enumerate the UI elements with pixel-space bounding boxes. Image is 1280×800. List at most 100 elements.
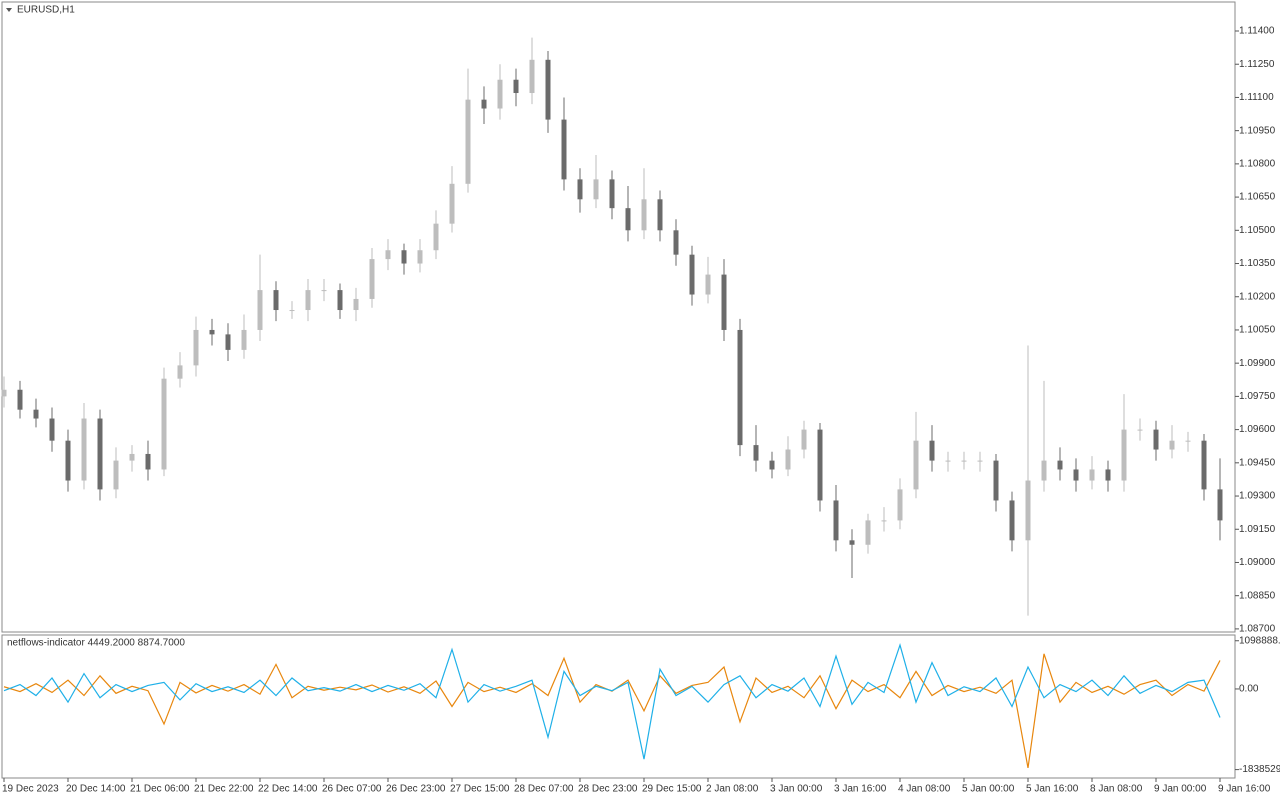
candle-body <box>705 274 711 295</box>
candle-body <box>1185 440 1191 442</box>
x-tick-label: 21 Dec 22:00 <box>194 784 254 795</box>
candle-body <box>177 365 183 379</box>
candle-body <box>305 290 311 311</box>
candle-body <box>609 179 615 209</box>
x-tick-label: 28 Dec 07:00 <box>514 784 574 795</box>
candle-body <box>529 59 535 94</box>
candle-body <box>1025 480 1031 541</box>
candle-body <box>81 418 87 481</box>
candle-body <box>849 540 855 545</box>
candle-body <box>977 460 983 462</box>
candle-body <box>1153 429 1159 450</box>
candle-body <box>961 460 967 462</box>
candle-body <box>993 460 999 501</box>
candle-body <box>337 290 343 311</box>
x-tick-label: 28 Dec 23:00 <box>578 784 638 795</box>
indicator-title: netflows-indicator 4449.2000 8874.7000 <box>7 638 185 649</box>
indicator-panel <box>1 634 1236 779</box>
y-tick-label: 1.09450 <box>1239 457 1276 468</box>
y-tick-label: 1.09150 <box>1239 524 1276 535</box>
candle-body <box>881 520 887 522</box>
candle-body <box>353 298 359 311</box>
candle-body <box>417 250 423 264</box>
candle-body <box>33 409 39 419</box>
candle-body <box>113 460 119 490</box>
candle-body <box>209 329 215 335</box>
x-tick-label: 8 Jan 08:00 <box>1090 784 1143 795</box>
candle-body <box>721 274 727 330</box>
x-tick-label: 9 Jan 16:00 <box>1218 784 1271 795</box>
x-tick-label: 29 Dec 15:00 <box>642 784 702 795</box>
candle-body <box>785 449 791 470</box>
candle-body <box>145 453 151 470</box>
candle-body <box>401 250 407 264</box>
candle-body <box>593 179 599 200</box>
candle-body <box>1057 460 1063 470</box>
candle-body <box>1137 429 1143 431</box>
y-tick-label: 1.09000 <box>1239 557 1276 568</box>
candle-body <box>65 440 71 481</box>
y-tick-label: -1838529.0 <box>1239 764 1280 775</box>
candle-body <box>241 329 247 350</box>
candle-body <box>385 250 391 260</box>
x-tick-label: 5 Jan 00:00 <box>962 784 1015 795</box>
candle-body <box>865 520 871 545</box>
candle-body <box>1041 460 1047 481</box>
candle-body <box>1089 469 1095 481</box>
candle-body <box>673 230 679 255</box>
y-tick-label: 1098888.2 <box>1239 635 1280 646</box>
candle-body <box>769 460 775 470</box>
candle-body <box>753 445 759 461</box>
candle-body <box>225 334 231 350</box>
x-tick-label: 26 Dec 23:00 <box>386 784 446 795</box>
y-tick-label: 1.10500 <box>1239 225 1276 236</box>
y-tick-label: 1.09900 <box>1239 358 1276 369</box>
candle-body <box>833 500 839 541</box>
candle-body <box>1073 469 1079 481</box>
candle-body <box>1201 440 1207 490</box>
x-tick-label: 22 Dec 14:00 <box>258 784 318 795</box>
candle-body <box>161 378 167 470</box>
candle-body <box>689 254 695 295</box>
x-tick-label: 26 Dec 07:00 <box>322 784 382 795</box>
indicator-line <box>3 643 1221 760</box>
candle-body <box>1169 440 1175 450</box>
y-tick-label: 1.08700 <box>1239 624 1276 635</box>
x-tick-label: 3 Jan 16:00 <box>834 784 887 795</box>
candle-body <box>193 329 199 366</box>
candle-body <box>913 440 919 490</box>
y-tick-label: 1.09600 <box>1239 424 1276 435</box>
candle-body <box>641 199 647 231</box>
y-tick-label: 1.10650 <box>1239 192 1276 203</box>
candle-body <box>289 310 295 312</box>
candle-body <box>1009 500 1015 541</box>
candle-body <box>433 223 439 251</box>
candle-body <box>1121 429 1127 481</box>
candle-body <box>657 199 663 231</box>
candle-body <box>17 389 23 410</box>
y-tick-label: 1.10800 <box>1239 159 1276 170</box>
y-tick-label: 1.10200 <box>1239 291 1276 302</box>
candle-body <box>49 418 55 441</box>
y-tick-label: 1.11100 <box>1239 92 1274 103</box>
x-tick-label: 2 Jan 08:00 <box>706 784 759 795</box>
candle-body <box>1217 489 1223 521</box>
candle-body <box>545 59 551 120</box>
candle-body <box>561 119 567 180</box>
symbol-menu-arrow[interactable] <box>6 8 12 12</box>
candle-body <box>497 79 503 109</box>
candle-body <box>465 99 471 184</box>
candle-body <box>481 99 487 109</box>
candle-body <box>737 329 743 446</box>
candle-body <box>897 489 903 521</box>
candle-body <box>449 183 455 224</box>
candle-body <box>321 290 327 292</box>
y-tick-label: 0.00 <box>1239 684 1259 695</box>
y-tick-label: 1.11250 <box>1239 59 1275 70</box>
candle-body <box>513 79 519 94</box>
y-tick-label: 1.09300 <box>1239 491 1276 502</box>
x-tick-label: 3 Jan 00:00 <box>770 784 823 795</box>
y-tick-label: 1.09750 <box>1239 391 1276 402</box>
y-tick-label: 1.11400 <box>1239 26 1275 37</box>
